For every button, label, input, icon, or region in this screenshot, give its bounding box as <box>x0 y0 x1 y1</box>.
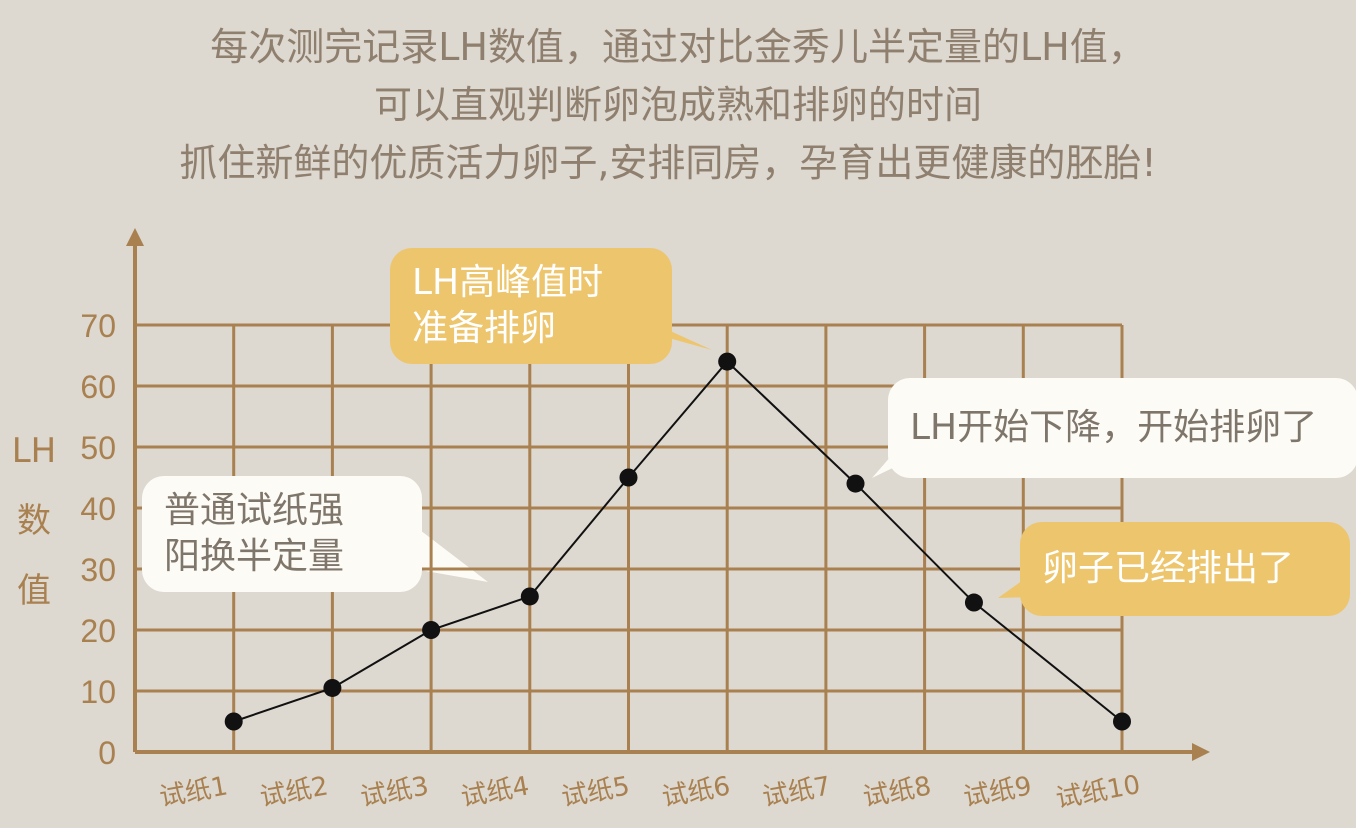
x-axis-arrow <box>1192 743 1210 761</box>
annotation-lh-peak: LH高峰值时 准备排卵 <box>390 248 672 364</box>
headline-line-2: 可以直观判断卵泡成熟和排卵的时间 <box>373 83 982 127</box>
y-tick-label: 30 <box>80 552 116 588</box>
y-tick-label: 20 <box>80 613 116 649</box>
annotation-strong-positive: 普通试纸强 阳换半定量 <box>142 476 422 592</box>
x-tick-label: 试纸7 <box>760 771 833 812</box>
y-axis-arrow <box>126 228 144 246</box>
data-point <box>520 587 539 606</box>
data-point <box>964 593 983 612</box>
annotation-line: 阳换半定量 <box>164 536 345 577</box>
data-point <box>323 678 342 697</box>
annotation-lh-decline: LH开始下降，开始排卵了 <box>888 378 1356 478</box>
y-tick-label: 10 <box>80 674 116 710</box>
x-tick-label: 试纸8 <box>861 771 934 812</box>
data-point <box>224 712 243 731</box>
y-tick-label: 50 <box>80 430 116 466</box>
y-axis-label: 数 <box>17 501 51 541</box>
data-point <box>718 352 737 371</box>
y-axis-label: 值 <box>17 571 51 611</box>
data-point <box>422 621 441 639</box>
y-tick-label: 60 <box>80 369 116 405</box>
x-tick-label: 试纸9 <box>961 771 1034 812</box>
y-tick-label: 40 <box>80 491 116 527</box>
x-tick-label: 试纸2 <box>258 771 331 812</box>
data-point <box>846 474 865 493</box>
headline-line-3: 抓住新鲜的优质活力卵子,安排同房，孕育出更健康的胚胎! <box>179 141 1157 185</box>
headline-line-1: 每次测完记录LH数值，通过对比金秀儿半定量的LH值， <box>210 25 1146 69</box>
annotation-line: 准备排卵 <box>412 308 557 349</box>
annotation-line: 普通试纸强 <box>164 490 345 531</box>
x-tick-label: 试纸3 <box>358 771 431 812</box>
data-point <box>619 468 638 487</box>
data-point <box>1113 712 1131 731</box>
x-tick-label: 试纸10 <box>1054 770 1143 814</box>
annotation-line: LH高峰值时 <box>412 262 604 303</box>
annotation-line: LH开始下降，开始排卵了 <box>910 407 1318 448</box>
x-tick-label: 试纸5 <box>559 771 632 812</box>
x-tick-label: 试纸6 <box>660 771 733 812</box>
y-axis-label: LH <box>12 431 57 471</box>
y-tick-label: 70 <box>80 308 116 344</box>
x-tick-label: 试纸1 <box>157 771 230 812</box>
annotation-line: 卵子已经排出了 <box>1042 548 1295 589</box>
x-tick-label: 试纸4 <box>459 771 532 812</box>
annotation-egg-released: 卵子已经排出了 <box>1020 522 1350 616</box>
y-tick-label: 0 <box>98 735 116 771</box>
